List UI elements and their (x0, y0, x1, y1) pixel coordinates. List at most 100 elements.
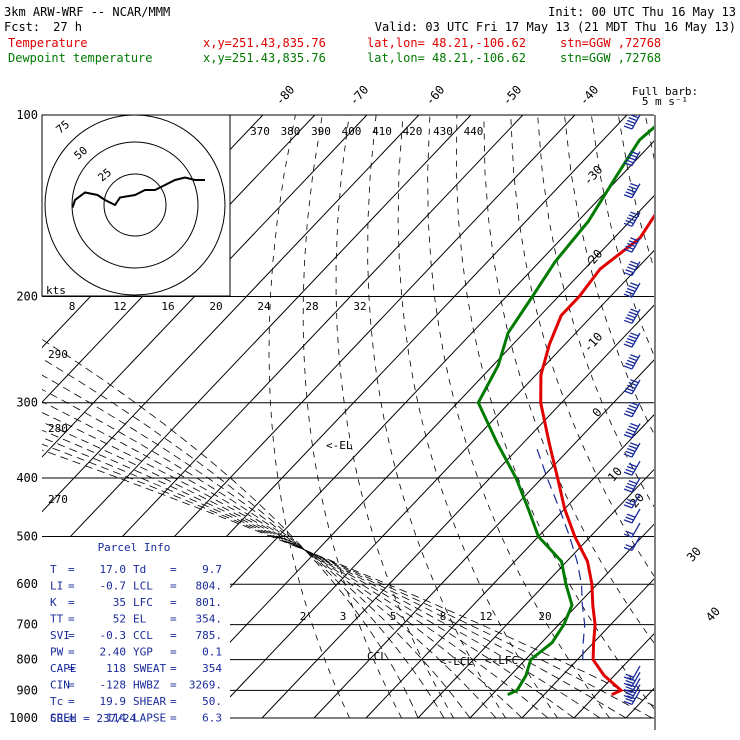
wind-barb (623, 536, 641, 552)
parcel-info-cell: = (68, 712, 75, 725)
isotherm-line (625, 687, 654, 719)
dry-adiabat (302, 115, 402, 719)
el-marker: <-EL (326, 439, 353, 452)
dry-adiabat (427, 115, 610, 719)
barb-legend-line2: 5 m s⁻¹ (642, 95, 688, 108)
isotherm-label: -50 (500, 83, 525, 108)
isotherm-label: -10 (581, 330, 606, 355)
parcel-info-cell: LFC (133, 596, 153, 609)
dewpoint-stn: stn=GGW ,72768 (560, 51, 661, 65)
parcel-info-cell: CCL (133, 629, 153, 642)
parcel-info-cell: = (68, 646, 75, 659)
parcel-info-cell: = (170, 563, 177, 576)
wind-barb (623, 308, 641, 324)
parcel-info-cell: = (170, 695, 177, 708)
fcst-hours: 27 h (53, 20, 82, 34)
mixing-ratio-label: 8 (69, 300, 76, 313)
parcel-info-cell: 354 (202, 662, 222, 675)
parcel-info-cell: 52 (113, 613, 126, 626)
wind-barb (623, 442, 641, 458)
wind-barb (623, 684, 641, 700)
dry-adiabat (367, 115, 506, 719)
mixing-ratio-label: 12 (479, 610, 492, 623)
parcel-info-cell: = (68, 679, 75, 692)
isotherm-line (42, 115, 368, 458)
parcel-info-cell: 2.40 (100, 646, 127, 659)
isotherm-label: 0 (589, 405, 604, 420)
parcel-info-cell: LCL (133, 580, 153, 593)
parcel-info-cell: PW (50, 646, 64, 659)
parcel-cell: CELL = 237/24 (50, 712, 136, 725)
isotherm-line (157, 195, 654, 719)
wind-barb (623, 332, 641, 348)
theta-label: 400 (342, 125, 362, 138)
isotherm-line (730, 115, 740, 718)
pressure-label: 100 (16, 108, 38, 122)
moist-adiabat (42, 421, 575, 719)
mixing-ratio-label: 12 (113, 300, 126, 313)
dry-adiabat (335, 115, 454, 719)
parcel-info-cell: CIN (50, 679, 70, 692)
hodograph: 75 50 25 kts (41, 114, 231, 297)
parcel-info-cell: = (170, 629, 177, 642)
left-theta-label: 290 (48, 348, 68, 361)
wind-barb (623, 379, 641, 395)
temperature-stn: stn=GGW ,72768 (560, 36, 661, 50)
left-theta-label: 280 (48, 422, 68, 435)
parcel-info-cell: = (68, 662, 75, 675)
parcel-info-cell: Td (133, 563, 146, 576)
parcel-info-title: Parcel Info (98, 541, 171, 554)
parcel-info-cell: SREH (50, 712, 77, 725)
parcel-info-cell: 785. (196, 629, 223, 642)
isotherm-label: -30 (581, 163, 606, 188)
parcel-info-cell: K (50, 596, 57, 609)
parcel-info-cell: 6.3 (202, 712, 222, 725)
parcel-info-cell: 9.7 (202, 563, 222, 576)
wind-barb (623, 211, 641, 227)
parcel-info-cell: = (68, 613, 75, 626)
wind-barb (623, 522, 641, 538)
isotherm-line (313, 359, 654, 719)
barb-legend-line1: Full barb: (632, 85, 698, 98)
init-time: Init: 00 UTC Thu 16 May 13 (548, 5, 736, 19)
parcel-info-cell: = (68, 629, 75, 642)
pressure-label: 200 (16, 290, 38, 304)
mixing-ratio-label: 2 (300, 610, 307, 623)
wind-barb (623, 282, 641, 298)
isotherm-label: 30 (684, 544, 704, 564)
parcel-info-cell: T (50, 563, 57, 576)
wind-barb (623, 690, 641, 706)
isotherm-line (521, 578, 654, 719)
theta-label: 430 (433, 125, 453, 138)
parcel-info-cell: = (170, 679, 177, 692)
temperature-legend: Temperature (8, 36, 87, 50)
pressure-label: 900 (16, 683, 38, 697)
parcel-info-cell: = (68, 695, 75, 708)
wind-barb (623, 237, 641, 253)
mixing-ratio-label: 3 (340, 610, 347, 623)
theta-label: 410 (372, 125, 392, 138)
parcel-info-cell: 804. (196, 580, 223, 593)
parcel-info-panel: Parcel Info T = 17.0 Td = 9.7 LI = -0.7 LCL = 804. K… (42, 537, 230, 727)
isotherm-label: 40 (703, 604, 723, 624)
pressure-label: 600 (16, 577, 38, 591)
parcel-info-cell: 19.9 (100, 695, 127, 708)
isotherm-line (469, 523, 654, 719)
isotherm-label: 10 (605, 464, 625, 484)
isotherm-line (365, 414, 654, 719)
isotherm-line (261, 304, 654, 719)
pressure-label: 800 (16, 653, 38, 667)
parcel-info-cell: SVI (50, 629, 70, 642)
isotherm-label: -80 (273, 83, 298, 108)
parcel-info-cell: CAPE (50, 662, 77, 675)
left-theta-label: 270 (48, 493, 68, 506)
dry-adiabat (591, 115, 654, 357)
parcel-info-cell: EL (133, 613, 147, 626)
parcel-info-cell: = (170, 646, 177, 659)
parcel-info-cell: 35 (113, 596, 126, 609)
isotherm-label: -60 (423, 83, 448, 108)
ccl-marker: CCL (367, 650, 387, 663)
dry-adiabat (644, 115, 654, 161)
wind-barb (623, 477, 641, 493)
